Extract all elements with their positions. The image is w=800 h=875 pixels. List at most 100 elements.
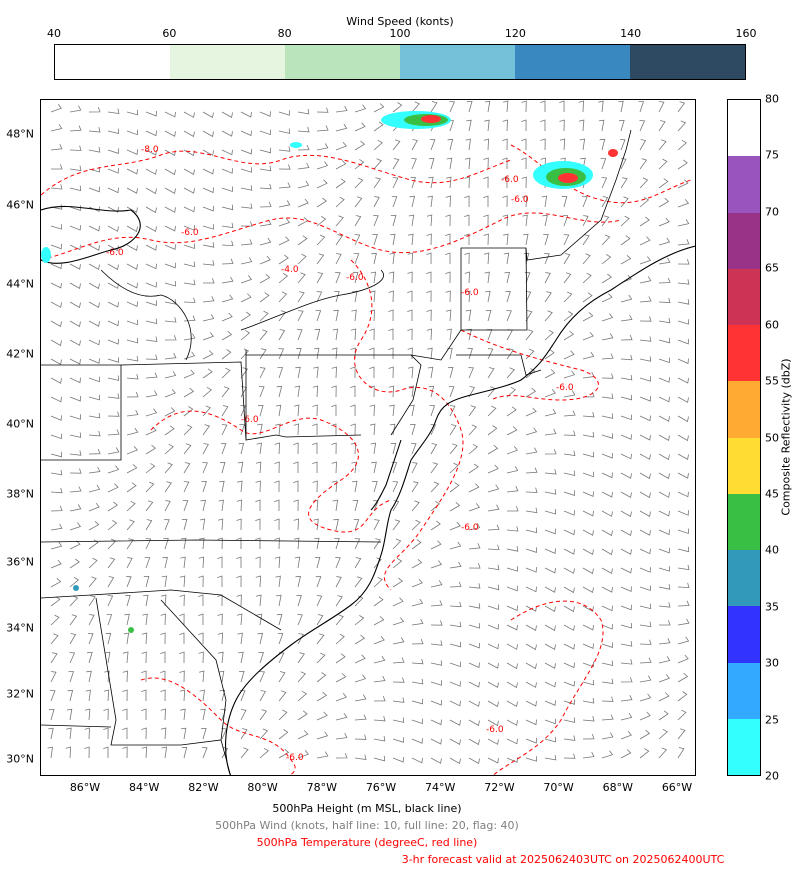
wind-barb: [677, 199, 690, 208]
wind-barb: [582, 605, 594, 612]
wind-barb: [202, 130, 214, 138]
wind-barb: [106, 614, 113, 626]
wind-barb: [88, 539, 99, 550]
wind-barb: [183, 149, 195, 157]
wind-barb: [314, 328, 321, 341]
map-canvas: -8.0 -6.0 -6.0 -4.0 -6.0 -6.0 -6.0 -6.0 -6.0 -6.0…: [41, 100, 695, 775]
wind-barb: [658, 120, 666, 132]
wind-barb: [563, 490, 575, 496]
wind-barb: [202, 368, 213, 379]
wind-barb: [126, 374, 139, 380]
wind-barb: [201, 747, 208, 759]
wind-barb: [145, 244, 157, 251]
wind-barb: [49, 690, 56, 702]
wind-barb: [335, 234, 343, 246]
wind-barb: [430, 500, 441, 512]
wind-barb: [468, 719, 480, 727]
wind-barb: [658, 297, 671, 304]
wind-barb: [392, 597, 404, 607]
wind-barb: [388, 347, 394, 360]
wind-barb: [582, 510, 594, 517]
wind-barb: [274, 499, 280, 511]
longitude-label: 72°W: [484, 781, 515, 794]
wind-barb: [582, 253, 591, 265]
wind-barb: [658, 510, 670, 517]
wind-barb: [373, 755, 386, 762]
temperature-contour-label: -6.0: [241, 415, 259, 425]
wind-barb: [620, 586, 632, 592]
wind-barb: [107, 206, 119, 213]
wind-barb: [50, 523, 63, 531]
wind-barb: [449, 621, 462, 628]
wind-barb: [449, 462, 459, 474]
reflectivity-colorbar-segment: [728, 268, 760, 325]
wind-barb: [126, 356, 139, 362]
wind-barb: [407, 271, 413, 284]
state-border: [160, 599, 227, 741]
wind-barb: [126, 409, 139, 417]
wind-barb: [468, 642, 480, 649]
wind-barb: [50, 243, 62, 250]
wind-barb: [145, 408, 158, 417]
wind-barb: [296, 595, 302, 607]
wind-barb: [202, 168, 214, 175]
wind-barb: [582, 312, 594, 322]
wind-barb: [297, 217, 309, 227]
wind-barb: [335, 614, 344, 626]
wind-barb: [639, 434, 651, 441]
wind-barb: [521, 100, 527, 113]
wind-barb: [449, 424, 457, 436]
wind-barb: [201, 481, 207, 493]
reflectivity-colorbar-tick: 50: [765, 431, 779, 444]
wind-barb: [198, 556, 205, 569]
wind-barb: [601, 234, 611, 246]
wind-barb: [506, 426, 518, 436]
wind-barb: [658, 728, 668, 740]
latitude-label: 40°N: [6, 417, 34, 431]
wind-barb: [69, 577, 80, 588]
wind-barb: [620, 677, 633, 683]
wind-barb: [525, 719, 537, 726]
wind-barb: [294, 385, 300, 398]
wind-barb: [145, 463, 156, 474]
latitude-label: 34°N: [6, 621, 34, 635]
wind-barb: [143, 575, 150, 588]
wind-barb: [563, 510, 575, 516]
wind-barb: [464, 157, 471, 170]
wind-barb: [639, 675, 652, 683]
wind-barb: [198, 594, 204, 606]
wind-barb: [620, 314, 633, 322]
wind-barb: [620, 394, 633, 401]
wind-barb: [677, 434, 689, 442]
wind-barb: [255, 556, 261, 569]
wind-barb: [468, 700, 480, 707]
wind-barb: [544, 489, 557, 495]
wind-barb: [544, 469, 557, 475]
wind-barb: [141, 708, 147, 721]
wind-barb: [601, 472, 613, 479]
reflectivity-echoes: [41, 111, 618, 633]
wind-barb: [483, 214, 489, 227]
wind-barb: [202, 314, 215, 322]
wind-barb: [293, 480, 299, 492]
wind-barb: [164, 500, 171, 512]
wind-barb: [430, 680, 442, 686]
wind-barb: [464, 271, 471, 284]
wind-barb: [544, 605, 556, 613]
wind-barb: [88, 394, 101, 401]
wind-barb: [540, 119, 546, 131]
wind-barb: [256, 613, 263, 626]
wind-barb: [69, 377, 81, 384]
wind-barb: [183, 261, 196, 268]
wind-barb: [468, 543, 481, 550]
wind-barb: [506, 605, 518, 612]
wind-barb: [202, 242, 215, 248]
wind-barb: [543, 234, 549, 246]
wind-barb: [107, 357, 119, 363]
wind-barb: [125, 595, 131, 607]
wind-barb: [240, 257, 253, 265]
wind-barb: [293, 518, 300, 531]
wind-barb: [544, 754, 557, 761]
wind-barb: [316, 751, 329, 759]
wind-barb: [449, 641, 462, 648]
